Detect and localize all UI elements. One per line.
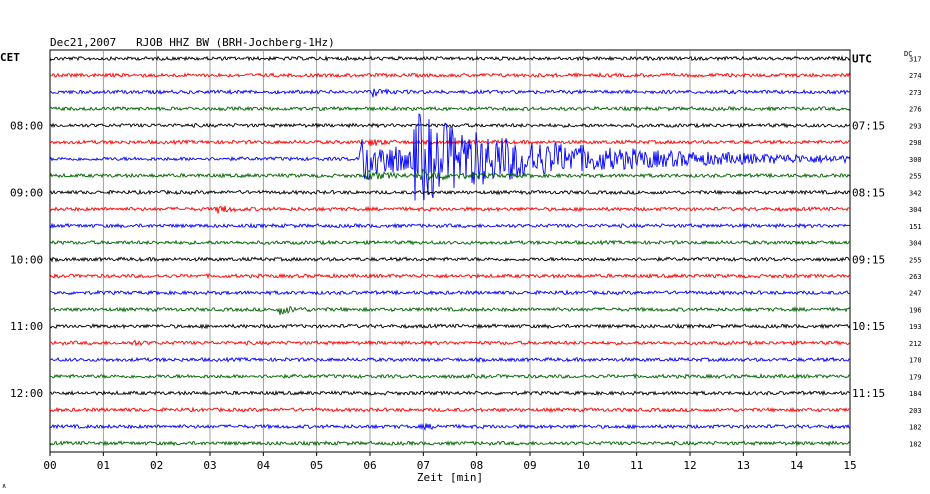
left-time-label: 08:00 [10, 119, 43, 132]
dc-value-label: 170 [909, 357, 922, 365]
x-tick-label: 12 [683, 459, 696, 472]
trace-line [49, 105, 851, 112]
x-tick-label: 01 [97, 459, 110, 472]
trace-line [49, 55, 851, 62]
trace-line [49, 406, 851, 414]
corner-mark: ∧ [2, 482, 6, 490]
dc-value-label: 255 [909, 256, 922, 264]
x-tick-label: 02 [150, 459, 163, 472]
dc-value-label: 182 [909, 440, 922, 448]
x-axis-label: Zeit [min] [417, 471, 483, 484]
trace-line [49, 272, 851, 280]
x-tick-label: 07 [417, 459, 430, 472]
x-tick-label: 00 [43, 459, 56, 472]
dc-value-label: 304 [909, 206, 922, 214]
trace-line [49, 305, 851, 315]
dc-value-label: 274 [909, 72, 922, 80]
x-tick-label: 06 [363, 459, 376, 472]
trace-group [49, 55, 851, 447]
right-time-label: 09:15 [852, 253, 885, 266]
trace-line [49, 339, 851, 347]
grid-lines [102, 50, 798, 452]
dc-value-label: 273 [909, 89, 922, 97]
dc-value-label: 182 [909, 424, 922, 432]
trace-line [49, 168, 851, 182]
x-tick-label: 11 [630, 459, 643, 472]
left-timezone-label: CET [0, 51, 20, 64]
dc-value-label: 300 [909, 156, 922, 164]
trace-line [49, 372, 851, 380]
left-time-label: 09:00 [10, 186, 43, 199]
right-time-labels: UTC 07:15 08:15 09:15 10:15 11:15 [852, 53, 885, 401]
dc-value-label: 263 [909, 273, 922, 281]
left-time-label: 12:00 [10, 387, 43, 400]
x-tick-label: 08 [470, 459, 483, 472]
dc-value-label: 247 [909, 290, 922, 298]
right-time-label: 10:15 [852, 320, 885, 333]
trace-line [49, 188, 851, 196]
x-tick-label: 13 [737, 459, 750, 472]
trace-line [49, 122, 851, 129]
dc-value-label: 196 [909, 306, 922, 314]
trace-line [49, 439, 851, 447]
trace-line [49, 356, 851, 364]
right-time-label: 07:15 [852, 119, 885, 132]
plot-frame [49, 49, 851, 453]
dc-value-label: 184 [909, 390, 922, 398]
trace-line [49, 389, 851, 397]
dc-value-label: 203 [909, 407, 922, 415]
dc-value-label: 298 [909, 139, 922, 147]
x-tick-label: 15 [843, 459, 856, 472]
trace-line [49, 423, 851, 432]
dc-value-label: 293 [909, 122, 922, 130]
x-tick-label: 04 [257, 459, 271, 472]
left-time-label: 11:00 [10, 320, 43, 333]
trace-line [49, 139, 851, 146]
trace-line [49, 222, 851, 230]
right-time-label: UTC [852, 53, 872, 66]
dc-value-label: 304 [909, 240, 922, 248]
dc-value-label: 151 [909, 223, 922, 231]
dc-value-label: 193 [909, 323, 922, 331]
x-tick-label: 05 [310, 459, 323, 472]
trace-line [49, 113, 851, 201]
dc-value-label: 255 [909, 173, 922, 181]
trace-line [49, 256, 851, 263]
left-time-label: 10:00 [10, 253, 43, 266]
left-time-labels: 08:00 09:00 10:00 11:00 12:00 [10, 119, 43, 400]
x-tick-label: 10 [577, 459, 590, 472]
x-ticks: 00 01 02 03 04 05 06 07 08 09 10 11 12 13 14 15 [43, 452, 857, 472]
x-tick-label: 14 [790, 459, 804, 472]
chart-title: Dec21,2007 RJOB HHZ BW (BRH-Jochberg-1Hz… [50, 36, 335, 49]
right-time-label: 08:15 [852, 186, 885, 199]
dc-value-label: 342 [909, 189, 922, 197]
dc-value-label: 212 [909, 340, 922, 348]
dc-value-label: 179 [909, 373, 922, 381]
trace-line [49, 71, 851, 79]
trace-line [49, 289, 851, 296]
dc-value-label: 317 [909, 56, 922, 64]
trace-line [49, 239, 851, 246]
dc-value-label: 276 [909, 106, 922, 114]
dc-header-label: DC [904, 50, 912, 58]
right-time-label: 11:15 [852, 387, 885, 400]
dc-values: 317 274 273 276 293 298 300 255 342 304 151 304 255 2… [909, 56, 922, 449]
trace-line [49, 322, 851, 330]
x-tick-label: 03 [203, 459, 216, 472]
trace-line [49, 205, 851, 214]
x-tick-label: 09 [523, 459, 536, 472]
trace-line [49, 87, 851, 98]
